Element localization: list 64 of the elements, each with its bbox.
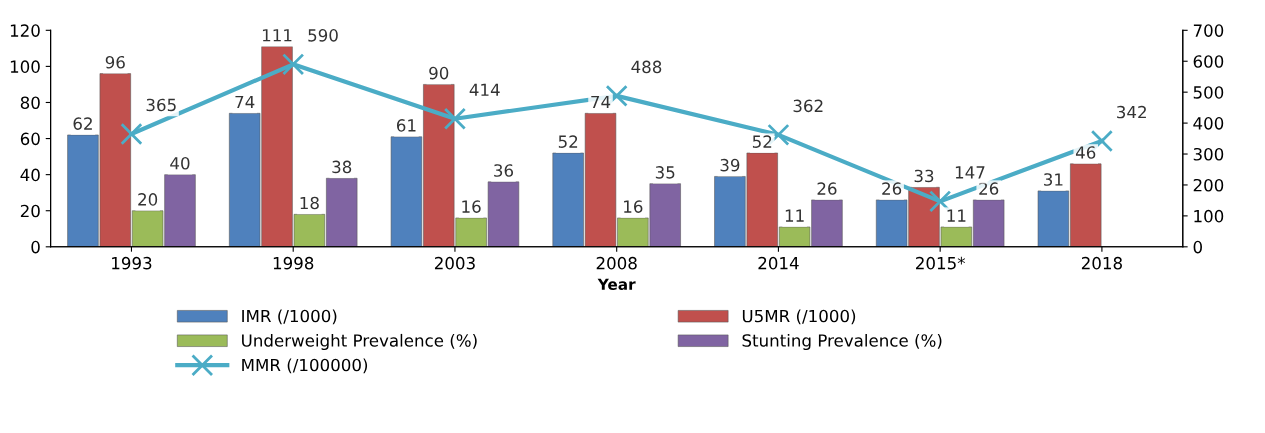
y-tick-label: 80 <box>20 96 40 110</box>
data-label: 365 <box>146 98 176 112</box>
data-label: 46 <box>1075 146 1096 159</box>
x-tick-label: 2008 <box>596 256 637 270</box>
data-label: 342 <box>1117 105 1146 119</box>
data-label: 26 <box>979 182 999 195</box>
data-label: 74 <box>235 95 255 109</box>
data-label: 96 <box>105 55 125 69</box>
y2-tick-label: 700 <box>1193 24 1224 37</box>
y2-tick-label: 500 <box>1193 86 1224 99</box>
x-tick-label: 2014 <box>758 256 799 270</box>
data-label: 488 <box>631 60 662 74</box>
data-label: 26 <box>882 182 902 195</box>
data-label: 20 <box>138 193 158 206</box>
x-tick-label: 2015* <box>916 256 966 270</box>
y-tick-label: 40 <box>20 168 40 182</box>
x-tick-label: 2003 <box>434 256 475 270</box>
data-label: 62 <box>73 117 92 130</box>
data-label: 38 <box>332 160 352 174</box>
y2-tick-label: 100 <box>1194 209 1224 223</box>
point <box>443 107 467 130</box>
y-tick-label: 0 <box>31 240 40 254</box>
data-label: 52 <box>752 135 772 148</box>
point <box>120 122 143 146</box>
data-label: 61 <box>396 119 416 132</box>
x-tick-label: 1993 <box>112 256 152 270</box>
y-tick-label: 100 <box>10 60 40 73</box>
data-label: 362 <box>793 99 823 113</box>
data-label: 31 <box>1044 173 1063 186</box>
data-label: 111 <box>262 29 292 42</box>
x-tick-label: 1998 <box>273 256 314 270</box>
data-label: 39 <box>720 158 740 172</box>
y2-tick-label: 200 <box>1193 178 1224 192</box>
data-label: 52 <box>558 135 578 148</box>
legend-label: IMR (/1000) <box>242 309 337 325</box>
data-label: 11 <box>947 209 966 222</box>
x-axis-title: Year <box>597 278 636 291</box>
data-label: 26 <box>817 182 837 195</box>
y2-tick-label: 300 <box>1193 147 1224 161</box>
data-label: 414 <box>469 83 500 96</box>
legend-label: Stunting Prevalence (%) <box>742 333 942 351</box>
data-label: 40 <box>170 157 190 170</box>
y-tick-label: 60 <box>20 132 40 146</box>
data-label: 33 <box>914 169 934 183</box>
legend-label: U5MR (/1000) <box>742 309 856 325</box>
y2-tick-label: 600 <box>1193 55 1224 68</box>
y-tick-label: 120 <box>10 24 40 37</box>
data-label: 36 <box>494 164 514 177</box>
y2-tick-label: 400 <box>1193 117 1224 130</box>
data-label: 35 <box>655 166 675 179</box>
data-label: 147 <box>955 166 985 179</box>
data-label: 16 <box>462 200 481 213</box>
y-tick-label: 20 <box>20 204 40 218</box>
data-label: 16 <box>624 200 643 213</box>
y2-tick-label: 0 <box>1193 240 1202 254</box>
point <box>282 53 305 76</box>
data-label: 74 <box>591 95 611 109</box>
x-tick-label: 2018 <box>1081 256 1122 270</box>
data-label: 90 <box>429 66 449 80</box>
data-label: 18 <box>300 196 319 210</box>
data-label: 590 <box>308 29 338 42</box>
legend-label: MMR (/100000) <box>242 358 368 374</box>
data-label: 11 <box>785 209 804 222</box>
legend-label: Underweight Prevalence (%) <box>242 333 477 351</box>
